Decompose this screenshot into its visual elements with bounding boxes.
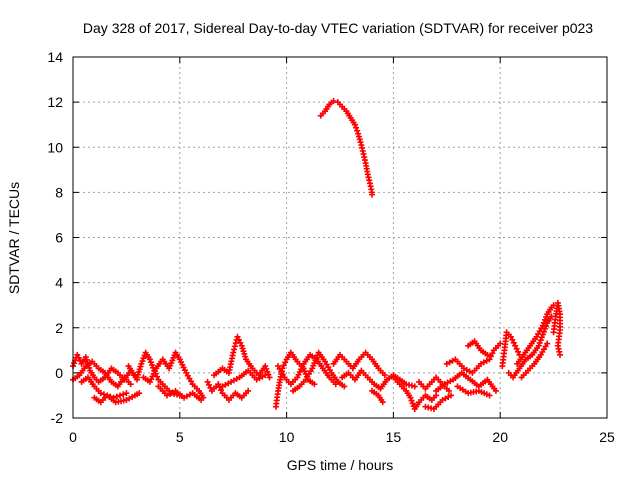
data-point bbox=[74, 351, 81, 358]
x-tick-label: 20 bbox=[492, 429, 508, 445]
data-point bbox=[542, 316, 549, 323]
data-point bbox=[140, 355, 147, 362]
data-point bbox=[146, 356, 153, 363]
y-tick-label: -2 bbox=[51, 410, 64, 426]
data-point bbox=[231, 346, 238, 353]
data-point bbox=[123, 390, 130, 397]
data-point bbox=[311, 381, 318, 388]
y-axis-label: SDTVAR / TECUs bbox=[6, 182, 22, 294]
data-point bbox=[535, 342, 542, 349]
data-point bbox=[330, 97, 337, 104]
data-point bbox=[539, 322, 546, 329]
data-point bbox=[357, 139, 364, 146]
data-point bbox=[486, 392, 493, 399]
data-point bbox=[379, 399, 386, 406]
data-point bbox=[536, 339, 543, 346]
y-tick-label: 8 bbox=[55, 184, 63, 200]
data-point bbox=[198, 396, 205, 403]
data-point bbox=[262, 363, 269, 370]
data-point bbox=[204, 378, 211, 385]
data-point bbox=[355, 130, 362, 137]
data-point bbox=[537, 337, 544, 344]
data-point bbox=[484, 351, 491, 358]
data-point bbox=[205, 381, 212, 388]
data-point bbox=[507, 333, 514, 340]
data-point bbox=[235, 336, 242, 343]
data-point bbox=[234, 333, 241, 340]
data-point bbox=[512, 342, 519, 349]
data-point bbox=[282, 359, 289, 366]
data-point bbox=[409, 400, 416, 407]
data-point bbox=[489, 350, 496, 357]
x-tick-label: 0 bbox=[69, 429, 77, 445]
y-tick-label: 12 bbox=[47, 94, 63, 110]
data-point bbox=[218, 387, 225, 394]
data-point bbox=[407, 394, 414, 401]
data-point bbox=[445, 387, 452, 394]
data-point bbox=[266, 374, 273, 381]
data-point bbox=[354, 127, 361, 134]
data-marks bbox=[70, 97, 564, 412]
data-point bbox=[149, 361, 156, 368]
data-point bbox=[230, 349, 237, 356]
y-tick-label: 6 bbox=[55, 230, 63, 246]
data-point bbox=[557, 351, 564, 358]
x-tick-label: 10 bbox=[279, 429, 295, 445]
data-point bbox=[100, 391, 107, 398]
data-point bbox=[356, 136, 363, 143]
data-point bbox=[71, 360, 78, 367]
data-point bbox=[139, 358, 146, 365]
x-tick-label: 15 bbox=[386, 429, 402, 445]
data-point bbox=[353, 124, 360, 131]
data-point bbox=[120, 391, 127, 398]
data-point bbox=[510, 339, 517, 346]
data-point bbox=[127, 381, 134, 388]
data-point bbox=[509, 336, 516, 343]
data-point bbox=[411, 383, 418, 390]
x-tick-label: 5 bbox=[176, 429, 184, 445]
data-point bbox=[515, 348, 521, 355]
y-tick-label: 10 bbox=[47, 139, 63, 155]
data-point bbox=[231, 343, 238, 350]
y-tick-label: 0 bbox=[55, 365, 63, 381]
y-tick-label: 14 bbox=[47, 49, 63, 65]
data-point bbox=[408, 397, 415, 404]
data-point bbox=[487, 353, 494, 360]
data-point bbox=[138, 360, 145, 367]
data-point bbox=[280, 362, 287, 369]
data-point bbox=[513, 345, 520, 352]
data-point bbox=[341, 383, 348, 390]
data-point bbox=[448, 392, 455, 399]
data-point bbox=[263, 365, 270, 372]
data-point bbox=[136, 390, 143, 397]
y-tick-label: 2 bbox=[55, 320, 63, 336]
data-point bbox=[543, 314, 550, 321]
data-point bbox=[492, 387, 499, 394]
data-point bbox=[544, 340, 551, 347]
data-point bbox=[264, 368, 271, 375]
data-point bbox=[75, 354, 82, 361]
data-point bbox=[538, 334, 545, 341]
data-point bbox=[147, 359, 154, 366]
data-point bbox=[245, 387, 252, 394]
y-tick-label: 4 bbox=[55, 275, 63, 291]
chart-title: Day 328 of 2017, Sidereal Day-to-day VTE… bbox=[83, 20, 593, 36]
data-point bbox=[351, 121, 358, 128]
data-point bbox=[381, 372, 388, 379]
data-point bbox=[369, 191, 376, 198]
data-point bbox=[262, 372, 269, 379]
data-point bbox=[116, 392, 123, 399]
x-axis-label: GPS time / hours bbox=[287, 457, 394, 473]
data-point bbox=[486, 356, 493, 363]
data-point bbox=[97, 390, 104, 397]
x-tick-label: 25 bbox=[599, 429, 615, 445]
data-point bbox=[355, 133, 362, 140]
axis-ticks: 0 5 10 15 20 25 -2 0 2 4 6 8 10 12 14 bbox=[47, 49, 615, 445]
data-point bbox=[237, 339, 244, 346]
data-point bbox=[540, 319, 547, 326]
data-point bbox=[113, 393, 120, 400]
data-point bbox=[215, 381, 222, 388]
